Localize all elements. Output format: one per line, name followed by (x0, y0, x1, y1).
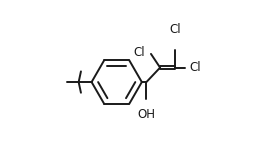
Text: Cl: Cl (189, 61, 201, 74)
Text: Cl: Cl (170, 23, 181, 36)
Text: OH: OH (137, 108, 155, 121)
Text: Cl: Cl (133, 46, 145, 59)
